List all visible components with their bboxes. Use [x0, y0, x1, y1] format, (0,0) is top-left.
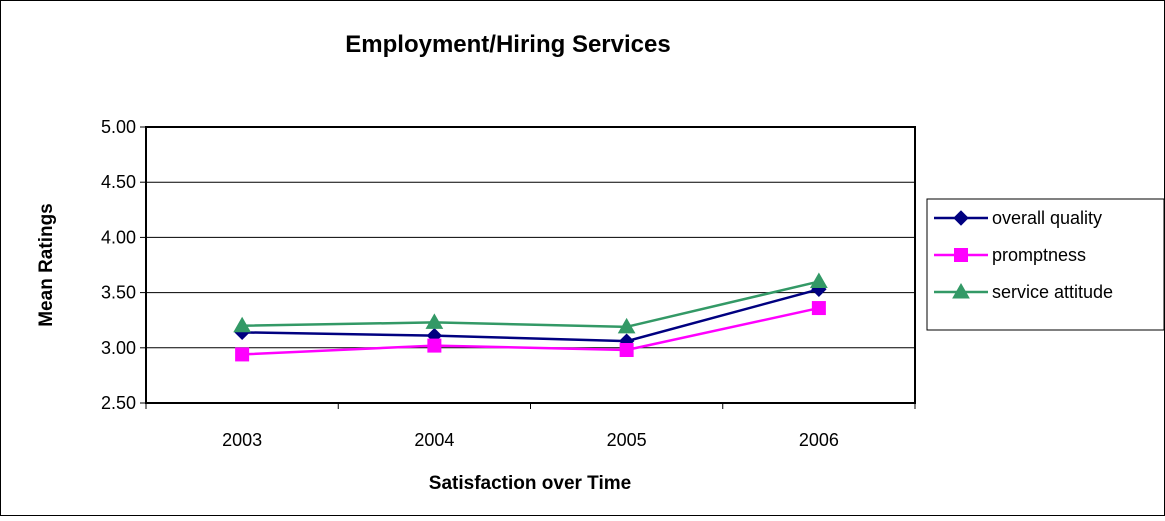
y-tick-label: 5.00 [101, 117, 136, 137]
data-point [617, 317, 636, 334]
legend-label: overall quality [992, 208, 1102, 228]
series-line [242, 288, 820, 343]
legend-marker [953, 210, 969, 226]
legend-item: overall quality [934, 208, 1102, 228]
y-tick-label: 3.50 [101, 283, 136, 303]
y-tick-label: 4.00 [101, 227, 136, 247]
data-point [235, 347, 250, 362]
legend-item: service attitude [934, 282, 1113, 302]
axes: 2.50 3.00 3.50 4.00 4.50 5.00 2003 2004 2005 2006 [101, 117, 916, 450]
data-point [810, 272, 828, 289]
series-promptness [235, 301, 826, 362]
y-tick-label: 4.50 [101, 172, 136, 192]
legend: overall quality promptness service attitud… [934, 208, 1113, 302]
legend-box [926, 198, 1165, 331]
x-tick-label: 2005 [607, 430, 647, 450]
series-line [242, 306, 820, 356]
data-point [427, 338, 442, 353]
x-tick-label: 2004 [414, 430, 454, 450]
data-point [233, 316, 251, 333]
legend-label: promptness [992, 245, 1086, 265]
y-tick-label: 3.00 [101, 338, 136, 358]
x-axis-title: Satisfaction over Time [429, 473, 631, 494]
x-tick-label: 2006 [799, 430, 839, 450]
y-axis-title: Mean Ratings [36, 203, 57, 327]
legend-label: service attitude [992, 282, 1113, 302]
series-group [233, 272, 828, 362]
legend-marker [954, 248, 968, 262]
data-point [425, 313, 444, 329]
x-tick-label: 2003 [222, 430, 262, 450]
series-service-attitude [233, 272, 828, 334]
y-tick-label: 2.50 [101, 393, 136, 413]
series-line [242, 280, 820, 329]
legend-item: promptness [934, 245, 1086, 265]
chart-title: Employment/Hiring Services [345, 31, 670, 58]
legend-marker [952, 282, 970, 299]
data-point [619, 343, 634, 358]
data-point [811, 301, 826, 316]
